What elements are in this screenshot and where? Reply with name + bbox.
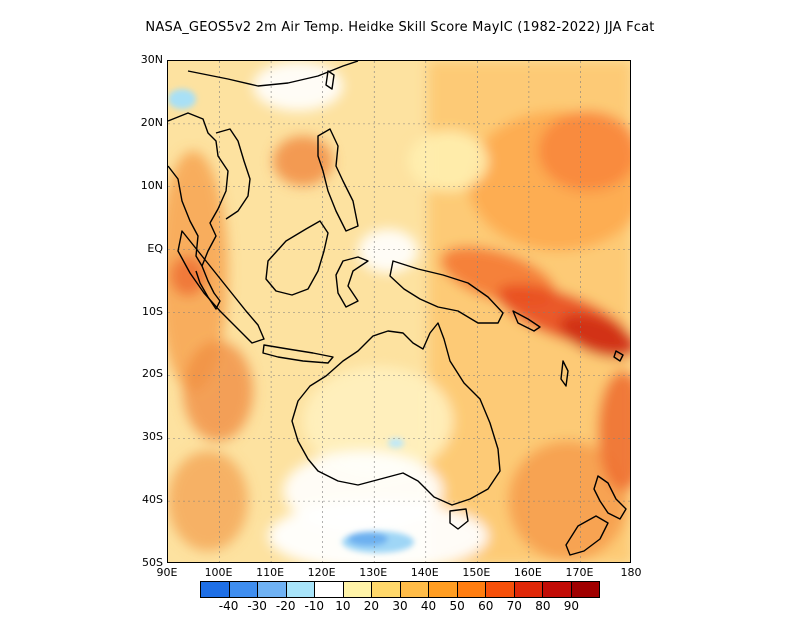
malay-peninsula [195,265,221,310]
borneo-coast [265,220,329,296]
colorbar-label: -20 [275,599,296,613]
new-zealand-north-coast [593,475,627,520]
colorbar-box [429,582,458,597]
colorbar-box [400,582,429,597]
colorbar-label: 30 [392,599,408,613]
colorbar-label: 60 [478,599,494,613]
java-coast [262,344,334,364]
latitude-label: 40S [142,493,163,507]
south-china-coast [187,61,359,87]
taiwan-coast [325,70,335,90]
latitude-label: EQ [147,241,163,255]
colorbar-box [486,582,515,597]
colorbar-box [571,582,599,597]
colorbar-box [372,582,401,597]
longitude-label: 110E [256,566,285,579]
colorbar-label: 80 [535,599,551,613]
gridlines [168,61,630,562]
new-zealand-south-coast [565,515,609,556]
latitude-label: 30N [140,53,163,66]
solomon-islands-coast [512,310,541,332]
sumatra-coast [177,230,265,344]
philippines-coast [317,128,359,232]
longitude-label: 140E [410,566,439,579]
colorbar-box [457,582,486,597]
new-guinea-coast [389,260,504,324]
vanuatu-coast [560,360,569,387]
sulawesi-coast [335,256,369,308]
negative-skill-patches [168,89,414,553]
colorbar-box [201,582,230,597]
australia-coast [291,322,501,506]
latitude-label: 20S [142,367,163,381]
colorbar [200,581,600,598]
colorbar-label: -30 [247,599,267,613]
fiji-coast [613,350,624,362]
colorbar-label: -40 [218,599,239,613]
longitude-label: 170E [565,566,594,579]
longitude-label: 90E [156,566,178,579]
colorbar-label: 40 [420,599,437,613]
latitude-label: 10N [140,178,163,192]
tasmania-coast [449,508,469,530]
indochina-coast [168,112,229,267]
latitude-label: 20N [140,115,163,129]
colorbar-label: 10 [335,599,351,613]
coastlines [168,61,627,556]
map-title: NASA_GEOS5v2 2m Air Temp. Heidke Skill S… [145,20,655,35]
skill-score-map [167,60,631,563]
colorbar-label: -10 [304,599,325,613]
longitude-label: 120E [307,566,336,579]
colorbar-box [343,582,372,597]
longitude-label: 100E [204,566,233,579]
colorbar-box [543,582,572,597]
colorbar-label: 90 [563,599,580,613]
colorbar-label: 70 [506,599,522,613]
longitude-label: 130E [359,566,388,579]
colorbar-box [258,582,287,597]
latitude-label: 50S [142,556,163,569]
vietnam-coast [215,128,251,220]
colorbar-box [229,582,258,597]
latitude-label: 10S [142,304,163,318]
longitude-label: 160E [513,566,542,579]
colorbar-label: 20 [363,599,380,613]
latitude-label: 30S [142,430,163,444]
colorbar-box [514,582,543,597]
longitude-label: 180 [620,566,642,579]
colorbar-box [286,582,315,597]
colorbar-box [315,582,344,597]
colorbar-label: 50 [449,599,465,613]
longitude-label: 150E [462,566,491,579]
